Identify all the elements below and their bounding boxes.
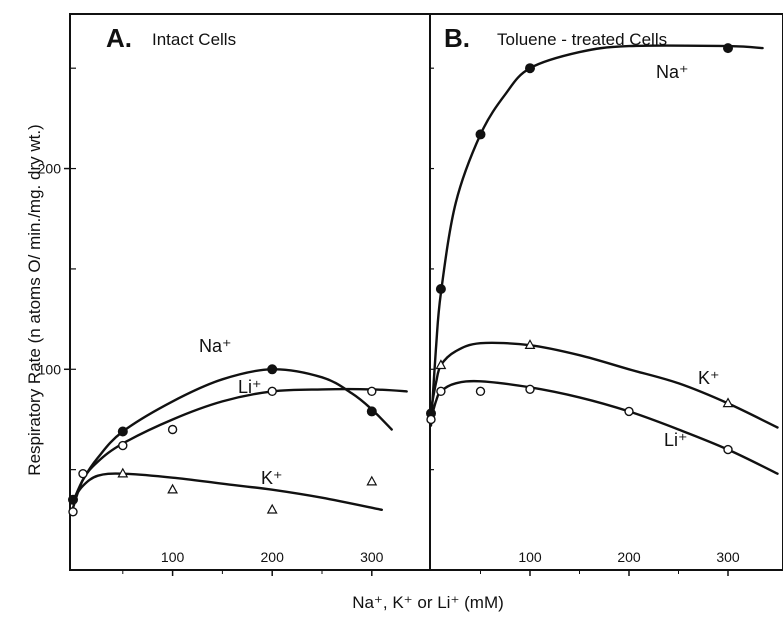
panel-a-point-filled	[117, 426, 128, 437]
panel-a-title: Intact Cells	[152, 30, 236, 49]
y-axis-label: Respiratory Rate (n atoms O/ min./mg. dr…	[25, 124, 44, 475]
panel-b-point-filled	[525, 63, 535, 74]
panel-a-point-open	[118, 440, 128, 451]
panel-a-letter: A.	[106, 23, 132, 53]
panel-b-point-filled	[475, 129, 486, 140]
panel-b-label-na: Na⁺	[656, 62, 689, 82]
panel-b-point-filled	[435, 283, 446, 294]
panel-a-point-open	[267, 386, 277, 397]
panel-b-marks: 100 200 300	[426, 43, 779, 576]
panel-a-point-triangle	[117, 467, 129, 478]
panel-b-point-open	[426, 414, 436, 425]
panel-b-point-triangle	[435, 359, 447, 370]
panel-b-title: Toluene - treated Cells	[497, 30, 667, 49]
panel-a-point-open	[367, 386, 377, 397]
panel-a-point-filled	[267, 364, 278, 375]
panel-b-point-open	[723, 444, 733, 455]
panel-a-x-tick-label: 200	[261, 549, 285, 565]
panel-a-y-tick-label: 100	[38, 361, 62, 377]
panel-b-curve-1	[429, 341, 779, 429]
panel-b-point-triangle	[524, 339, 536, 349]
panel-b-point-triangle	[722, 397, 734, 408]
panel-a-curve-1	[71, 387, 408, 509]
panel-a-y-tick-label: 200	[38, 161, 62, 177]
panel-b-point-open	[475, 386, 486, 397]
panel-b-frame	[429, 13, 783, 571]
panel-a-point-open	[167, 424, 178, 435]
panel-b-point-open	[525, 384, 535, 395]
panel-a-point-filled	[366, 406, 377, 417]
panel-b-curve-0	[429, 44, 764, 427]
panel-b-x-tick-label: 200	[617, 549, 641, 565]
panel-a-x-tick-label: 100	[161, 549, 185, 565]
x-axis-label: Na⁺, K⁺ or Li⁺ (mM)	[352, 593, 504, 612]
panel-b-label-k: K⁺	[698, 368, 720, 388]
panel-a-curve-2	[71, 472, 383, 511]
panel-a-point-open	[78, 468, 88, 479]
panel-a-label-na: Na⁺	[199, 336, 232, 356]
panel-b-toluene-treated-cells: B. Toluene - treated Cells 100 200 300 Na⁺…	[426, 13, 783, 576]
panel-b-point-filled	[723, 43, 733, 54]
panel-b-letter: B.	[444, 23, 470, 53]
panel-b-label-li: Li⁺	[664, 430, 688, 450]
panel-b-x-tick-label: 300	[716, 549, 740, 565]
panel-a-label-k: K⁺	[261, 468, 283, 488]
panel-a-point-open	[68, 507, 78, 517]
panel-a-curve-0	[71, 368, 393, 503]
panel-a-marks: 100 200 300 100 200	[38, 67, 408, 576]
panel-a-point-triangle	[167, 483, 179, 494]
panel-a-point-triangle	[366, 475, 378, 486]
panel-a-point-triangle	[266, 503, 278, 514]
panel-a-x-tick-label: 300	[360, 549, 384, 565]
panel-b-point-open	[624, 406, 634, 417]
panel-b-x-tick-label: 100	[518, 549, 542, 565]
panel-b-point-open	[436, 386, 446, 397]
panel-a-label-li: Li⁺	[238, 377, 262, 397]
